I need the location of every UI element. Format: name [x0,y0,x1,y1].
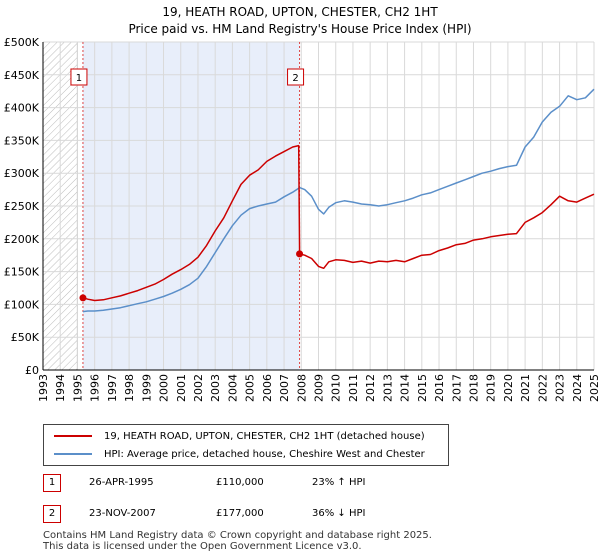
sale-point [79,294,87,302]
x-tick-label: 1995 [71,374,84,402]
x-tick-label: 2008 [295,374,308,402]
chart-subtitle: Price paid vs. HM Land Registry's House … [128,22,471,36]
x-tick-label: 2025 [588,374,600,402]
x-tick-label: 2023 [554,374,567,402]
y-tick-label: £50K [11,331,40,344]
x-tick-label: 2017 [450,374,463,402]
footer: Contains HM Land Registry data © Crown c… [43,530,432,552]
legend-swatch-property [54,435,92,437]
transaction-hpi-change: 23% ↑ HPI [312,477,366,488]
footer-copyright: Contains HM Land Registry data © Crown c… [43,530,432,541]
transaction-hpi-change: 36% ↓ HPI [312,508,366,519]
transaction-marker-badge: 1 [43,474,61,492]
x-tick-label: 2001 [175,374,188,402]
chart-title: 19, HEATH ROAD, UPTON, CHESTER, CH2 1HT [162,5,438,19]
x-tick-label: 2016 [433,374,446,402]
y-tick-label: £450K [4,69,40,82]
legend-swatch-hpi [54,453,92,455]
y-tick-label: £500K [4,36,40,49]
x-tick-label: 2014 [399,374,412,402]
transaction-date: 26-APR-1995 [89,477,154,488]
x-tick-label: 1994 [54,374,67,402]
x-tick-label: 2009 [313,374,326,402]
footer-licence: This data is licensed under the Open Gov… [43,541,362,552]
transaction-date: 23-NOV-2007 [89,508,156,519]
y-tick-label: £400K [4,102,40,115]
y-tick-label: £250K [4,200,40,213]
y-tick-label: £0 [25,364,39,377]
x-tick-label: 2003 [209,374,222,402]
legend-label-hpi: HPI: Average price, detached house, Ches… [104,448,425,460]
legend-item-hpi: HPI: Average price, detached house, Ches… [54,445,425,463]
series-line [82,144,595,302]
x-tick-label: 2004 [226,374,239,402]
x-tick-label: 2013 [381,374,394,402]
transaction-marker-badge: 2 [43,505,61,523]
sale-point [296,250,304,258]
x-tick-label: 2002 [192,374,205,402]
x-tick-label: 1996 [89,374,102,402]
y-tick-label: £100K [4,298,40,311]
sale-marker-label: 2 [292,73,298,84]
x-tick-label: 2011 [347,374,360,402]
sale-marker-label: 1 [76,73,82,84]
x-tick-label: 2024 [571,374,584,402]
y-tick-label: £200K [4,233,40,246]
y-tick-label: £300K [4,167,40,180]
x-tick-label: 1993 [37,374,50,402]
transaction-price: £110,000 [216,477,264,488]
series-line [82,88,595,313]
x-tick-label: 2022 [536,374,549,402]
sale-marker-box [70,68,88,86]
x-tick-label: 2007 [278,374,291,402]
x-tick-label: 2000 [158,374,171,402]
legend-label-property: 19, HEATH ROAD, UPTON, CHESTER, CH2 1HT … [104,430,425,442]
x-tick-label: 2018 [467,374,480,402]
x-tick-label: 2015 [416,374,429,402]
x-tick-label: 2020 [502,374,515,402]
x-tick-label: 2005 [244,374,257,402]
transaction-price: £177,000 [216,508,264,519]
y-tick-label: £150K [4,266,40,279]
x-tick-label: 1997 [106,374,119,402]
x-tick-label: 2012 [364,374,377,402]
y-tick-label: £350K [4,134,40,147]
x-tick-label: 2010 [330,374,343,402]
x-tick-label: 2021 [519,374,532,402]
price-chart: 19, HEATH ROAD, UPTON, CHESTER, CH2 1HT … [4,5,600,402]
legend-item-property: 19, HEATH ROAD, UPTON, CHESTER, CH2 1HT … [54,427,425,445]
transaction-row: 2 23-NOV-2007 £177,000 36% ↓ HPI [0,505,600,525]
sale-marker-box [287,68,305,86]
transaction-row: 1 26-APR-1995 £110,000 23% ↑ HPI [0,474,600,494]
legend: 19, HEATH ROAD, UPTON, CHESTER, CH2 1HT … [43,424,449,466]
x-tick-label: 2006 [261,374,274,402]
x-tick-label: 2019 [485,374,498,402]
x-tick-label: 1998 [123,374,136,402]
x-tick-label: 1999 [140,374,153,402]
